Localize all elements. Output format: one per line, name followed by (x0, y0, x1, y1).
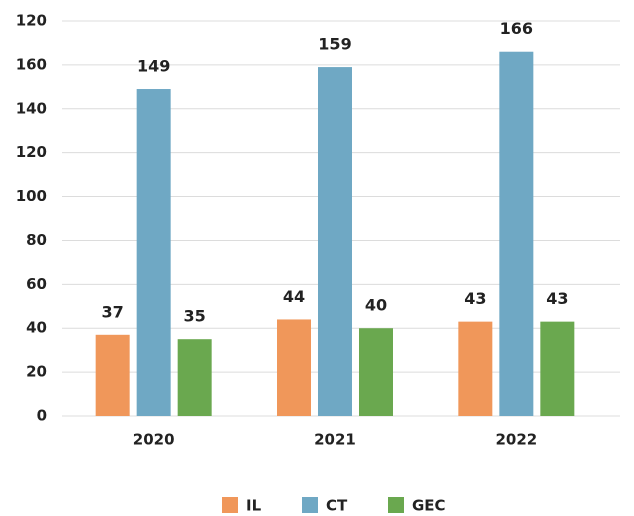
y-tick-label: 40 (26, 319, 47, 337)
data-label: 35 (184, 307, 206, 326)
y-tick-label: 140 (16, 99, 47, 117)
data-label: 43 (546, 289, 568, 308)
legend-label: IL (246, 497, 262, 515)
y-tick-label: 160 (16, 55, 47, 73)
x-tick-label: 2020 (133, 431, 175, 449)
bar (177, 339, 212, 416)
y-tick-label: 120 (16, 143, 47, 161)
bar (318, 67, 352, 416)
legend-label: CT (326, 497, 348, 515)
x-tick-label: 2022 (495, 431, 537, 449)
data-label: 159 (318, 35, 351, 54)
legend-swatch (302, 497, 318, 513)
legend-swatch (222, 497, 238, 513)
data-label: 40 (365, 296, 387, 315)
data-label: 149 (137, 57, 170, 76)
bar (458, 321, 493, 416)
y-tick-label: 100 (16, 187, 47, 205)
y-tick-label: 60 (26, 275, 47, 293)
y-tick-label: 120 (16, 12, 47, 30)
bar (136, 89, 171, 417)
bar (95, 334, 130, 416)
data-label: 166 (500, 19, 533, 38)
y-tick-label: 20 (26, 363, 47, 381)
bar (540, 321, 575, 416)
data-label: 44 (283, 287, 305, 306)
bar (277, 319, 311, 416)
data-label: 43 (464, 289, 486, 308)
x-tick-label: 2021 (314, 431, 356, 449)
bar (359, 328, 393, 416)
legend-swatch (388, 497, 404, 513)
bar (499, 51, 534, 416)
legend-label: GEC (412, 497, 446, 515)
y-tick-label: 80 (26, 231, 47, 249)
data-label: 37 (102, 302, 124, 321)
y-tick-label: 0 (37, 407, 47, 425)
